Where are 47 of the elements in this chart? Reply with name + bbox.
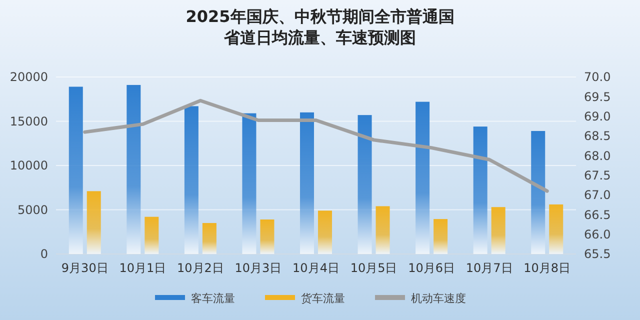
y-tick-label: 10000: [10, 158, 48, 173]
y2-tick-label: 66.5: [584, 208, 611, 222]
bar: [242, 113, 256, 254]
legend-label: 货车流量: [301, 292, 345, 305]
y2-tick-label: 66.0: [584, 228, 611, 242]
bar: [86, 191, 101, 254]
bar: [549, 204, 564, 254]
y2-tick-label: 68.5: [584, 129, 611, 144]
chart-title: 2025年国庆、中秋节期间全市普通国省道日均流量、车速预测图: [186, 7, 454, 47]
y2-tick-label: 65.5: [584, 247, 611, 262]
x-tick-label: 10月6日: [408, 261, 456, 275]
x-tick-label: 9月30日: [61, 261, 108, 275]
y-tick-label: 20000: [10, 70, 48, 84]
bar: [531, 130, 546, 254]
y-tick-label: 5000: [17, 202, 48, 217]
bar: [358, 115, 372, 254]
x-tick-label: 10月5日: [350, 261, 398, 275]
y2-tick-label: 70.0: [584, 70, 611, 84]
bar: [376, 206, 390, 254]
y2-tick-label: 69.5: [584, 90, 611, 104]
y2-tick-label: 69.0: [584, 110, 611, 124]
bar: [260, 219, 274, 254]
bar: [68, 86, 83, 254]
x-tick-label: 10月8日: [524, 261, 571, 275]
x-tick-label: 10月1日: [119, 261, 166, 275]
bar: [473, 126, 488, 254]
y-tick-label: 15000: [10, 114, 48, 128]
y2-tick-label: 68.0: [584, 148, 611, 163]
line-series: [83, 98, 549, 193]
bar: [144, 216, 159, 254]
bar: [491, 207, 506, 254]
y2-tick-label: 67.0: [584, 188, 611, 202]
bar: [126, 84, 141, 254]
bar: [300, 112, 314, 254]
y-tick-label: 0: [40, 247, 48, 262]
x-tick-label: 10月7日: [466, 261, 513, 275]
y2-tick-label: 67.5: [584, 168, 611, 183]
x-tick-label: 10月4日: [292, 261, 340, 275]
x-tick-label: 10月3日: [234, 261, 282, 275]
x-tick-label: 10月2日: [176, 261, 224, 275]
legend-label: 机动车速度: [411, 292, 466, 305]
bar: [434, 219, 448, 254]
bar: [184, 106, 198, 254]
bar: [416, 102, 430, 254]
legend-label: 客车流量: [191, 292, 235, 305]
bar: [318, 210, 332, 254]
bar: [202, 223, 216, 254]
